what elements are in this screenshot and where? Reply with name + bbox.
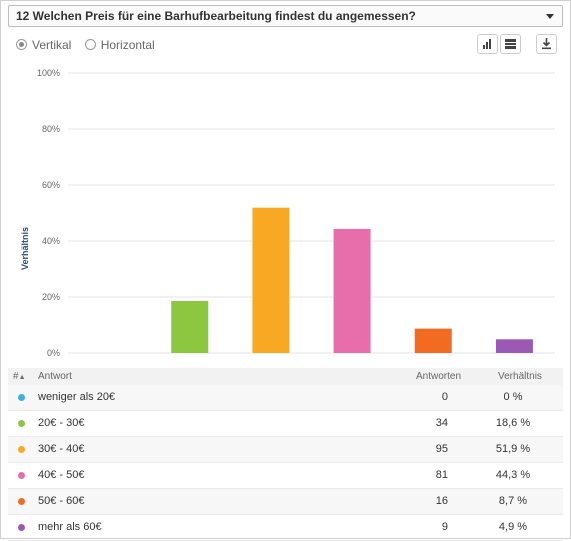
table-header: #▲ Antwort Antworten Verhältnis: [8, 368, 563, 385]
answer-label: 40€ - 50€: [38, 469, 85, 481]
legend-dot-icon: [18, 498, 25, 505]
answer-ratio: 44,3 %: [495, 469, 531, 481]
table-row[interactable]: weniger als 20€ 0 0 %: [8, 385, 563, 411]
radio-vertical[interactable]: Vertikal: [16, 38, 71, 52]
answer-label: 50€ - 60€: [38, 495, 85, 507]
legend-dot-icon: [18, 472, 25, 479]
table-row[interactable]: 20€ - 30€ 34 18,6 %: [8, 411, 563, 437]
table-row[interactable]: 50€ - 60€ 16 8,7 %: [8, 489, 563, 515]
answer-count: 81: [435, 469, 448, 481]
answer-ratio: 0 %: [503, 391, 523, 403]
y-tick-label: 80%: [42, 124, 60, 134]
answer-count: 16: [435, 495, 448, 507]
answer-ratio: 4,9 %: [498, 521, 528, 533]
legend-dot-icon: [18, 446, 25, 453]
bar-3[interactable]: [333, 228, 371, 353]
question-title: 12 Welchen Preis für eine Barhufbearbeit…: [16, 9, 416, 23]
answer-ratio: 8,7 %: [498, 495, 528, 507]
y-tick-label: 40%: [42, 236, 60, 246]
radio-horizontal-label: Horizontal: [100, 38, 155, 52]
y-tick-label: 60%: [42, 180, 60, 190]
answer-ratio: 18,6 %: [495, 417, 531, 429]
download-icon: [542, 38, 551, 50]
y-tick-label: 100%: [37, 68, 60, 78]
header-answer[interactable]: Antwort: [38, 371, 72, 382]
table-row[interactable]: 40€ - 50€ 81 44,3 %: [8, 463, 563, 489]
answer-count: 9: [441, 521, 448, 533]
bar-5[interactable]: [495, 339, 533, 353]
bar-chart-icon: [483, 39, 491, 49]
y-tick-label: 0%: [47, 348, 60, 358]
table-view-button[interactable]: [500, 34, 521, 54]
bar-chart-button[interactable]: [477, 34, 498, 54]
legend-dot-icon: [18, 420, 25, 427]
header-ratio[interactable]: Verhältnis: [498, 371, 542, 382]
bar-chart: 0% 20% 40% 60% 80% 100% Verhältnis: [20, 68, 555, 358]
answer-label: mehr als 60€: [38, 521, 102, 533]
answer-label: 20€ - 30€: [38, 417, 85, 429]
orientation-toggle: Vertikal Horizontal: [16, 38, 165, 52]
results-table: #▲ Antwort Antworten Verhältnis weniger …: [8, 368, 563, 541]
answer-count: 95: [435, 443, 448, 455]
bar-2[interactable]: [252, 207, 290, 353]
y-axis-label: Verhältnis: [20, 227, 30, 270]
legend-dot-icon: [18, 524, 25, 531]
answer-label: 30€ - 40€: [38, 443, 85, 455]
bar-1[interactable]: [171, 300, 209, 353]
question-dropdown[interactable]: 12 Welchen Preis für eine Barhufbearbeit…: [8, 5, 563, 27]
table-icon: [505, 39, 516, 49]
table-row[interactable]: 30€ - 40€ 95 51,9 %: [8, 437, 563, 463]
radio-vertical-icon[interactable]: [16, 39, 27, 50]
header-num[interactable]: #▲: [13, 371, 26, 382]
bar-4[interactable]: [414, 328, 452, 353]
table-body: weniger als 20€ 0 0 % 20€ - 30€ 34 18,6 % 30€ …: [8, 385, 563, 541]
radio-horizontal-icon[interactable]: [84, 39, 96, 50]
download-button[interactable]: [536, 34, 557, 54]
radio-vertical-label: Vertikal: [32, 38, 72, 52]
table-row[interactable]: mehr als 60€ 9 4,9 %: [8, 515, 563, 541]
answer-count: 0: [441, 391, 448, 403]
header-count[interactable]: Antworten: [416, 371, 462, 382]
legend-dot-icon: [18, 394, 25, 401]
answer-label: weniger als 20€: [38, 391, 116, 403]
y-tick-label: 20%: [42, 292, 60, 302]
answer-ratio: 51,9 %: [495, 443, 531, 455]
radio-horizontal[interactable]: Horizontal: [84, 38, 155, 52]
answer-count: 34: [435, 417, 448, 429]
chevron-down-icon[interactable]: [546, 14, 554, 19]
